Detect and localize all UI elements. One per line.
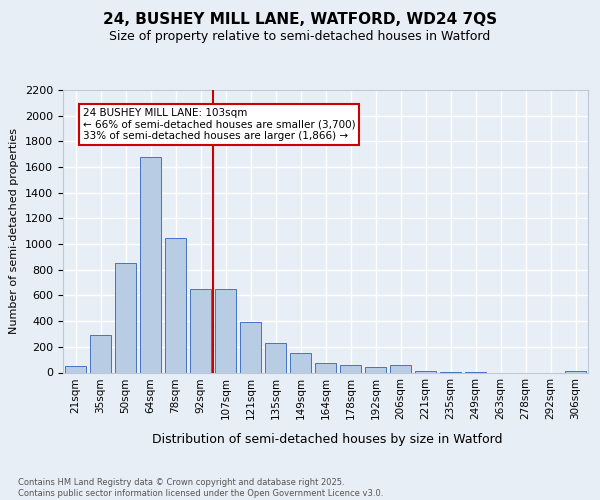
Bar (390, 366, 411, 372)
Bar (265, 343, 286, 372)
Text: 24 BUSHEY MILL LANE: 103sqm
← 66% of semi-detached houses are smaller (3,700)
33: 24 BUSHEY MILL LANE: 103sqm ← 66% of sem… (83, 108, 356, 141)
Bar (290, 352, 311, 372)
Text: Size of property relative to semi-detached houses in Watford: Size of property relative to semi-detach… (109, 30, 491, 43)
Bar (190, 289, 211, 372)
Y-axis label: Number of semi-detached properties: Number of semi-detached properties (10, 128, 19, 334)
Text: Distribution of semi-detached houses by size in Watford: Distribution of semi-detached houses by … (152, 432, 502, 446)
Text: Contains HM Land Registry data © Crown copyright and database right 2025.
Contai: Contains HM Land Registry data © Crown c… (18, 478, 383, 498)
Text: 24, BUSHEY MILL LANE, WATFORD, WD24 7QS: 24, BUSHEY MILL LANE, WATFORD, WD24 7QS (103, 12, 497, 28)
Bar (140, 157, 161, 372)
Bar (415, 371, 436, 372)
Bar (315, 363, 336, 372)
Bar (340, 366, 361, 372)
Bar (565, 371, 586, 372)
Bar (165, 238, 186, 372)
Bar (240, 322, 261, 372)
Bar (90, 336, 111, 372)
Bar (365, 366, 386, 372)
Bar (115, 264, 136, 372)
Bar (65, 366, 86, 372)
Bar (215, 289, 236, 372)
